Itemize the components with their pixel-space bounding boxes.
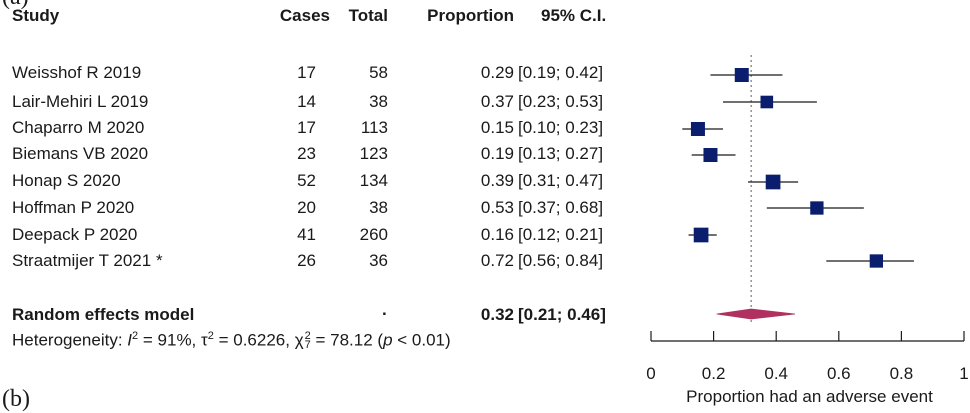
study-cases: 17: [297, 63, 316, 82]
x-tick-label: 0.8: [890, 364, 914, 383]
study-ci: [0.19; 0.42]: [518, 63, 604, 82]
study-ci: [0.23; 0.53]: [518, 92, 604, 111]
summary-ci: [0.21; 0.46]: [518, 305, 606, 324]
study-ci: [0.10; 0.23]: [518, 118, 604, 137]
chi-value: = 78.12 (: [310, 330, 384, 350]
panel-label-b: (b): [2, 386, 30, 412]
p-symbol: p: [383, 330, 393, 350]
study-proportion: 0.15: [480, 118, 514, 137]
study-proportion: 0.37: [480, 92, 514, 111]
study-cases: 41: [297, 225, 316, 244]
study-proportion: 0.29: [480, 63, 514, 82]
estimate-square: [703, 148, 718, 162]
study-cases: 14: [297, 92, 316, 111]
x-tick-label: 0.4: [764, 364, 788, 383]
study-cases: 20: [297, 198, 316, 217]
study-cases: 52: [297, 171, 316, 190]
study-ci: [0.12; 0.21]: [518, 225, 604, 244]
study-total: 260: [359, 225, 388, 244]
study-ci: [0.13; 0.27]: [518, 144, 604, 163]
study-ci: [0.37; 0.68]: [518, 198, 604, 217]
x-tick-label: 0.2: [702, 364, 726, 383]
study-name: Biemans VB 2020: [12, 144, 149, 163]
study-proportion: 0.72: [480, 251, 514, 270]
study-total: 38: [369, 198, 388, 217]
x-tick-label: 0: [646, 364, 655, 383]
study-name: Lair-Mehiri L 2019: [12, 92, 149, 111]
study-name: Deepack P 2020: [12, 225, 138, 244]
study-name: Honap S 2020: [12, 171, 121, 190]
summary-label: Random effects model: [12, 305, 195, 324]
study-name: Hoffman P 2020: [12, 198, 135, 217]
study-total: 123: [359, 144, 388, 163]
pooled-diamond: [716, 308, 796, 320]
estimate-square: [734, 68, 749, 82]
summary-proportion: 0.32: [480, 305, 514, 324]
header-cases: Cases: [279, 6, 330, 25]
header-proportion: Proportion: [427, 6, 514, 25]
p-value: < 0.01): [392, 330, 451, 350]
study-cases: 17: [297, 118, 316, 137]
chi-symbol: χ: [294, 330, 304, 350]
header-total: Total: [348, 6, 388, 25]
study-name: Straatmijer T 2021 *: [12, 251, 163, 270]
estimate-square: [869, 254, 884, 268]
study-name: Weisshof R 2019: [12, 63, 142, 82]
study-total: 134: [359, 171, 388, 190]
estimate-square: [765, 174, 781, 190]
estimate-square: [690, 122, 705, 136]
i2-value: = 91%,: [138, 330, 202, 350]
study-ci: [0.56; 0.84]: [518, 251, 604, 270]
estimate-square: [810, 201, 824, 215]
study-total: 36: [369, 251, 388, 270]
i2-symbol: I: [127, 330, 133, 350]
x-axis-label: Proportion had an adverse event: [686, 387, 933, 406]
study-total: 38: [369, 92, 388, 111]
x-tick-label: 0.6: [827, 364, 851, 383]
study-proportion: 0.39: [480, 171, 514, 190]
study-total: 58: [369, 63, 388, 82]
study-proportion: 0.19: [480, 144, 514, 163]
x-tick-label: 1: [959, 364, 968, 383]
study-cases: 26: [297, 251, 316, 270]
study-name: Chaparro M 2020: [12, 118, 145, 137]
study-proportion: 0.16: [480, 225, 514, 244]
study-cases: 23: [297, 144, 316, 163]
estimate-square: [693, 227, 709, 243]
summary-cases: .: [382, 300, 387, 319]
study-total: 113: [360, 118, 388, 137]
panel-label-a: (a): [2, 0, 29, 11]
study-proportion: 0.53: [480, 198, 514, 217]
header-study: Study: [12, 6, 60, 25]
header-ci: 95% C.I.: [541, 6, 607, 25]
tau-value: = 0.6226,: [213, 330, 295, 350]
chi-df: 7: [304, 339, 311, 352]
estimate-square: [760, 95, 774, 109]
study-ci: [0.31; 0.47]: [518, 171, 604, 190]
heterogeneity-prefix: Heterogeneity:: [12, 330, 128, 350]
tau-symbol: τ: [201, 330, 208, 350]
